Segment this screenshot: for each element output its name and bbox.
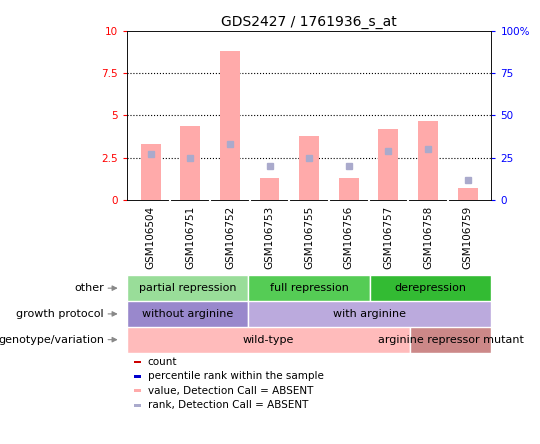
- Bar: [418, 120, 438, 200]
- Text: arginine repressor mutant: arginine repressor mutant: [378, 335, 524, 345]
- Text: percentile rank within the sample: percentile rank within the sample: [148, 371, 324, 381]
- Bar: [127, 301, 248, 327]
- Bar: [134, 404, 141, 407]
- Text: GSM106504: GSM106504: [146, 206, 156, 269]
- Text: partial repression: partial repression: [139, 283, 237, 293]
- Text: derepression: derepression: [395, 283, 467, 293]
- Bar: [248, 275, 370, 301]
- Text: full repression: full repression: [269, 283, 349, 293]
- Text: growth protocol: growth protocol: [16, 309, 104, 319]
- Bar: [134, 361, 141, 363]
- Bar: [379, 129, 399, 200]
- Bar: [370, 275, 491, 301]
- Text: wild-type: wild-type: [243, 335, 294, 345]
- Bar: [127, 327, 410, 353]
- Text: without arginine: without arginine: [142, 309, 233, 319]
- Text: rank, Detection Call = ABSENT: rank, Detection Call = ABSENT: [148, 400, 308, 410]
- Bar: [127, 275, 248, 301]
- Bar: [134, 389, 141, 392]
- Text: genotype/variation: genotype/variation: [0, 335, 104, 345]
- Text: other: other: [75, 283, 104, 293]
- Bar: [180, 126, 200, 200]
- Text: with arginine: with arginine: [333, 309, 407, 319]
- Text: GSM106759: GSM106759: [463, 206, 472, 269]
- Text: GSM106755: GSM106755: [304, 206, 314, 269]
- Text: GSM106757: GSM106757: [383, 206, 393, 269]
- Text: GSM106751: GSM106751: [185, 206, 195, 269]
- Text: GSM106752: GSM106752: [225, 206, 235, 269]
- Bar: [299, 136, 319, 200]
- Bar: [458, 188, 477, 200]
- Text: GSM106756: GSM106756: [344, 206, 354, 269]
- Text: GSM106753: GSM106753: [265, 206, 274, 269]
- Text: GSM106758: GSM106758: [423, 206, 433, 269]
- Bar: [410, 327, 491, 353]
- Bar: [248, 301, 491, 327]
- Bar: [141, 144, 160, 200]
- Bar: [260, 178, 279, 200]
- Text: value, Detection Call = ABSENT: value, Detection Call = ABSENT: [148, 386, 313, 396]
- Bar: [134, 375, 141, 378]
- Bar: [220, 52, 240, 200]
- Text: count: count: [148, 357, 177, 367]
- Title: GDS2427 / 1761936_s_at: GDS2427 / 1761936_s_at: [221, 15, 397, 29]
- Bar: [339, 178, 359, 200]
